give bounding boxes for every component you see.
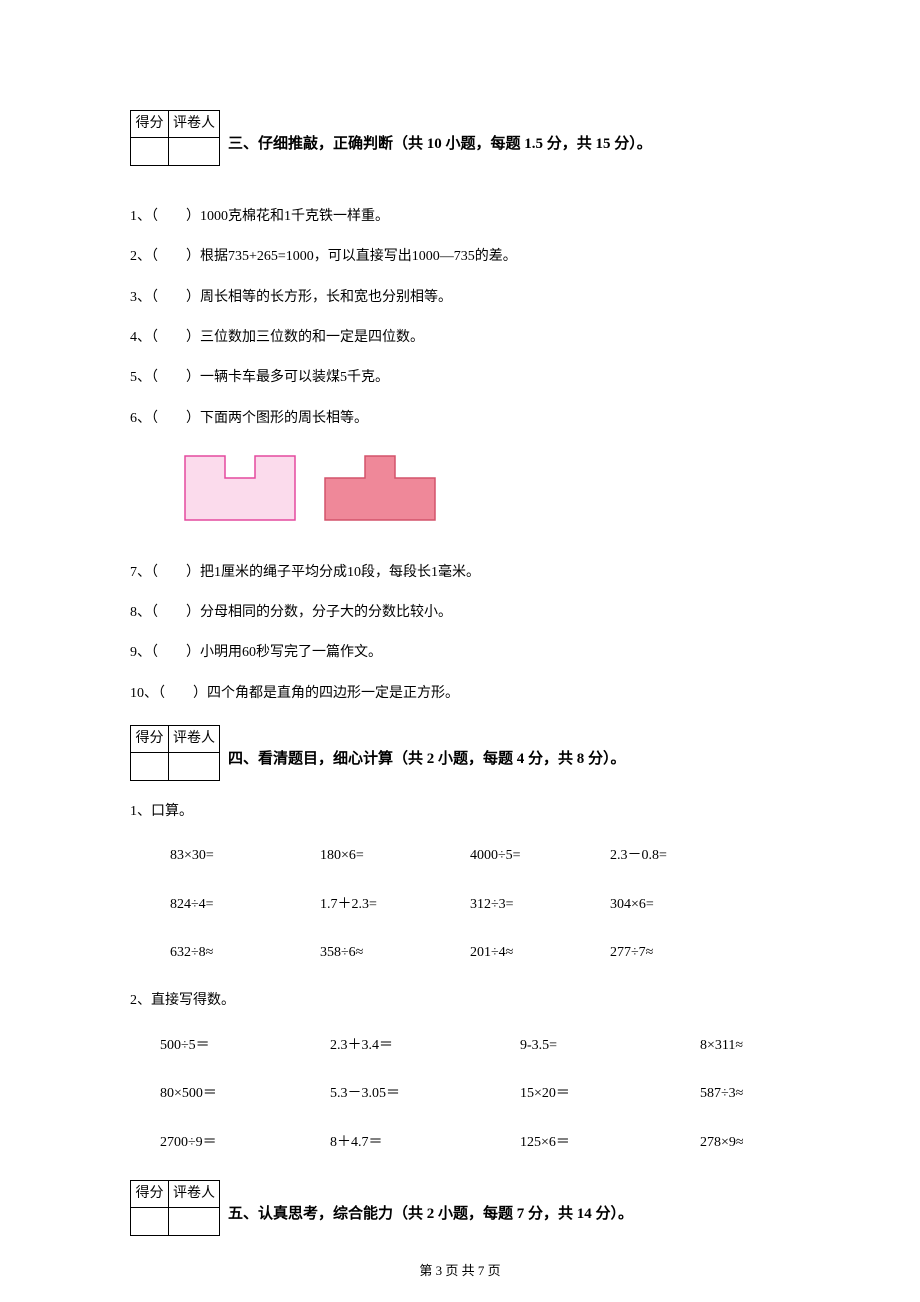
shapes-figure <box>180 448 790 536</box>
score-table-4: 得分 评卷人 <box>130 725 220 781</box>
calc-cell: 5.3－3.05＝ <box>330 1083 520 1105</box>
shape1 <box>185 456 295 520</box>
score-header: 得分 <box>131 726 169 753</box>
calc-cell: 278×9≈ <box>700 1132 810 1154</box>
section3-header: 得分 评卷人 三、仔细推敲，正确判断（共 10 小题，每题 1.5 分，共 15… <box>130 110 790 166</box>
part2-label: 2、直接写得数。 <box>130 990 790 1012</box>
calc-cell: 587÷3≈ <box>700 1083 810 1105</box>
part1-label: 1、口算。 <box>130 801 790 823</box>
question: 6、（ ）下面两个图形的周长相等。 <box>130 408 790 430</box>
calc-row: 80×500＝5.3－3.05＝15×20＝587÷3≈ <box>130 1083 790 1105</box>
question: 5、（ ）一辆卡车最多可以装煤5千克。 <box>130 367 790 389</box>
calc-cell: 4000÷5= <box>470 845 610 867</box>
calc-row: 632÷8≈358÷6≈201÷4≈277÷7≈ <box>130 942 790 964</box>
section5-title: 五、认真思考，综合能力（共 2 小题，每题 7 分，共 14 分）。 <box>220 1180 633 1226</box>
calc-row: 2700÷9＝8＋4.7＝125×6＝278×9≈ <box>130 1132 790 1154</box>
calc-cell: 277÷7≈ <box>610 942 730 964</box>
grader-cell <box>169 753 220 780</box>
calc-cell: 15×20＝ <box>520 1083 700 1105</box>
calc-cell: 80×500＝ <box>160 1083 330 1105</box>
shapes-svg <box>180 448 440 528</box>
calc-cell: 9-3.5= <box>520 1035 700 1057</box>
calc-cell: 83×30= <box>170 845 320 867</box>
calc-row: 500÷5＝2.3＋3.4＝9-3.5=8×311≈ <box>130 1035 790 1057</box>
page-footer: 第 3 页 共 7 页 <box>0 1261 920 1282</box>
section4-part1: 1、口算。 83×30=180×6=4000÷5=2.3－0.8=824÷4=1… <box>130 801 790 965</box>
question: 2、（ ）根据735+265=1000，可以直接写出1000—735的差。 <box>130 246 790 268</box>
calc-cell: 312÷3= <box>470 894 610 916</box>
calc-cell: 8＋4.7＝ <box>330 1132 520 1154</box>
section4-header: 得分 评卷人 四、看清题目，细心计算（共 2 小题，每题 4 分，共 8 分）。 <box>130 725 790 781</box>
calc-cell: 358÷6≈ <box>320 942 470 964</box>
score-header: 得分 <box>131 111 169 138</box>
question: 1、（ ）1000克棉花和1千克铁一样重。 <box>130 206 790 228</box>
shape2 <box>325 456 435 520</box>
calc-cell: 8×311≈ <box>700 1035 810 1057</box>
grader-cell <box>169 1208 220 1235</box>
question: 3、（ ）周长相等的长方形，长和宽也分别相等。 <box>130 287 790 309</box>
question: 10、（ ）四个角都是直角的四边形一定是正方形。 <box>130 683 790 705</box>
calc-cell: 2.3－0.8= <box>610 845 730 867</box>
calc-cell: 2.3＋3.4＝ <box>330 1035 520 1057</box>
section3-title: 三、仔细推敲，正确判断（共 10 小题，每题 1.5 分，共 15 分）。 <box>220 110 652 156</box>
question: 7、（ ）把1厘米的绳子平均分成10段，每段长1毫米。 <box>130 562 790 584</box>
grader-header: 评卷人 <box>169 1180 220 1207</box>
score-header: 得分 <box>131 1180 169 1207</box>
calc-cell: 824÷4= <box>170 894 320 916</box>
grader-cell <box>169 138 220 165</box>
score-table-3: 得分 评卷人 <box>130 110 220 166</box>
calc-cell: 180×6= <box>320 845 470 867</box>
question: 8、（ ）分母相同的分数，分子大的分数比较小。 <box>130 602 790 624</box>
section5-header: 得分 评卷人 五、认真思考，综合能力（共 2 小题，每题 7 分，共 14 分）… <box>130 1180 790 1236</box>
grader-header: 评卷人 <box>169 726 220 753</box>
section4-part2: 2、直接写得数。 500÷5＝2.3＋3.4＝9-3.5=8×311≈ 80×50… <box>130 990 790 1154</box>
grader-header: 评卷人 <box>169 111 220 138</box>
score-cell <box>131 753 169 780</box>
calc-row: 83×30=180×6=4000÷5=2.3－0.8= <box>130 845 790 867</box>
calc-cell: 2700÷9＝ <box>160 1132 330 1154</box>
calc-row: 824÷4=1.7＋2.3=312÷3=304×6= <box>130 894 790 916</box>
calc-cell: 632÷8≈ <box>170 942 320 964</box>
score-cell <box>131 1208 169 1235</box>
calc-cell: 201÷4≈ <box>470 942 610 964</box>
score-table-5: 得分 评卷人 <box>130 1180 220 1236</box>
calc-cell: 500÷5＝ <box>160 1035 330 1057</box>
section3-questions: 1、（ ）1000克棉花和1千克铁一样重。 2、（ ）根据735+265=100… <box>130 206 790 705</box>
question: 4、（ ）三位数加三位数的和一定是四位数。 <box>130 327 790 349</box>
section4-title: 四、看清题目，细心计算（共 2 小题，每题 4 分，共 8 分）。 <box>220 725 626 771</box>
calc-cell: 125×6＝ <box>520 1132 700 1154</box>
score-cell <box>131 138 169 165</box>
calc-cell: 1.7＋2.3= <box>320 894 470 916</box>
calc-cell: 304×6= <box>610 894 730 916</box>
question: 9、（ ）小明用60秒写完了一篇作文。 <box>130 642 790 664</box>
